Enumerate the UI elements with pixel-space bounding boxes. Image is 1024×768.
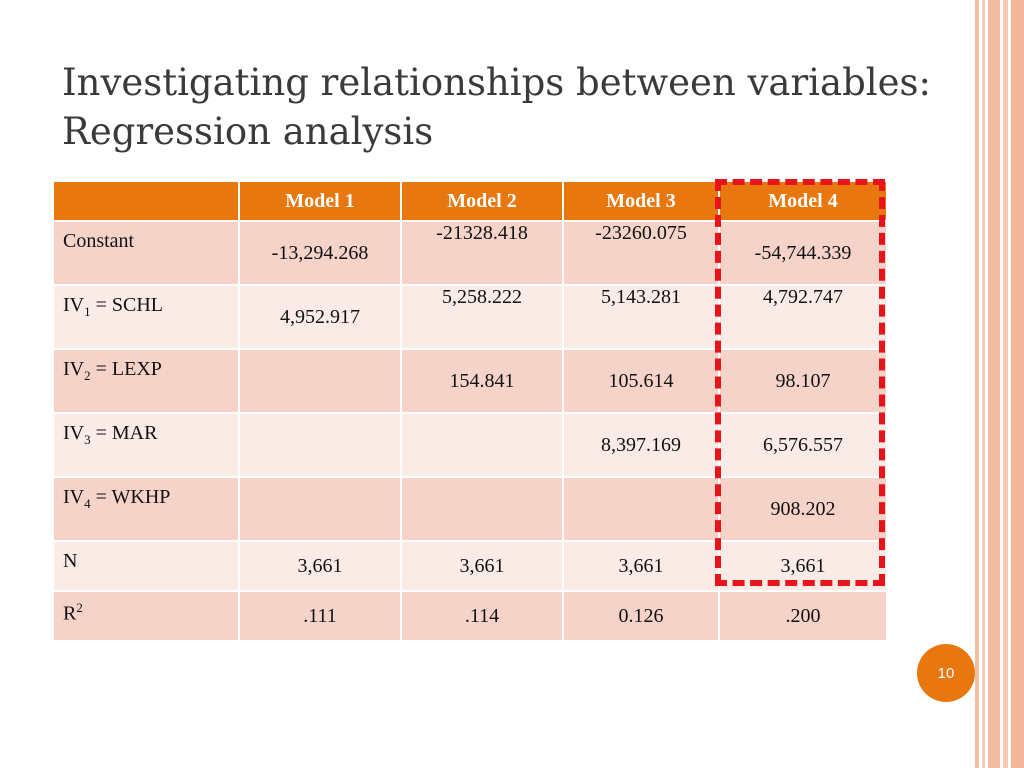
- table-cell: .114: [400, 590, 564, 642]
- table-cell: 3,661: [400, 540, 564, 592]
- table-cell: 154.841: [400, 348, 564, 414]
- table-cell: 5,143.281: [562, 284, 720, 350]
- table-cell: 4,952.917: [238, 284, 402, 350]
- row-label: N: [52, 540, 240, 592]
- table-row-r2: R2 .111 .114 0.126 .200: [52, 590, 888, 642]
- table-cell: [562, 476, 720, 542]
- header-empty-cell: [52, 180, 240, 222]
- table-row-iv1: IV1 = SCHL 4,952.917 5,258.222 5,143.281…: [52, 284, 888, 350]
- table-cell: -23260.075: [562, 220, 720, 286]
- row-label: IV3 = MAR: [52, 412, 240, 478]
- decorative-stripe: [982, 0, 985, 768]
- row-label-subscript: 4: [84, 496, 91, 511]
- row-label-subscript: 3: [84, 432, 91, 447]
- regression-table: Model 1 Model 2 Model 3 Model 4 Constant…: [52, 180, 888, 642]
- decorative-stripe: [975, 0, 979, 768]
- row-label: R2: [52, 590, 240, 642]
- table-cell: 4,792.747: [718, 284, 888, 350]
- table-row-iv2: IV2 = LEXP 154.841 105.614 98.107: [52, 348, 888, 414]
- table-cell: 105.614: [562, 348, 720, 414]
- decorative-stripe: [1011, 0, 1024, 768]
- table-cell: 5,258.222: [400, 284, 564, 350]
- row-label: IV4 = WKHP: [52, 476, 240, 542]
- table-cell: 8,397.169: [562, 412, 720, 478]
- table-cell: [400, 476, 564, 542]
- row-label-subscript: 2: [84, 368, 91, 383]
- table-cell: 908.202: [718, 476, 888, 542]
- slide-title: Investigating relationships between vari…: [62, 61, 931, 153]
- table-cell: [238, 476, 402, 542]
- decorative-stripe: [1003, 0, 1008, 768]
- row-label: IV2 = LEXP: [52, 348, 240, 414]
- row-label-suffix: = LEXP: [90, 358, 162, 380]
- decorative-stripe: [988, 0, 1000, 768]
- table-row-constant: Constant -13,294.268 -21328.418 -23260.0…: [52, 220, 888, 286]
- table-cell: [400, 412, 564, 478]
- row-label-superscript: 2: [76, 600, 83, 615]
- table-header-row: Model 1 Model 2 Model 3 Model 4: [52, 180, 888, 222]
- header-model-4: Model 4: [718, 180, 888, 222]
- row-label: IV1 = SCHL: [52, 284, 240, 350]
- row-label: Constant: [52, 220, 240, 286]
- table-cell: -13,294.268: [238, 220, 402, 286]
- table-row-n: N 3,661 3,661 3,661 3,661: [52, 540, 888, 592]
- table-cell: -21328.418: [400, 220, 564, 286]
- row-label-text: R: [63, 602, 77, 625]
- row-label-suffix: = MAR: [90, 422, 158, 444]
- row-label-subscript: 1: [84, 304, 91, 319]
- row-label-text: IV: [63, 486, 85, 508]
- header-model-3: Model 3: [562, 180, 720, 222]
- table-row-iv3: IV3 = MAR 8,397.169 6,576.557: [52, 412, 888, 478]
- header-model-2: Model 2: [400, 180, 564, 222]
- table-cell: 0.126: [562, 590, 720, 642]
- row-label-text: N: [63, 550, 78, 572]
- page-number-badge: 10: [917, 644, 975, 702]
- table-cell: 6,576.557: [718, 412, 888, 478]
- table-cell: 3,661: [238, 540, 402, 592]
- row-label-text: IV: [63, 358, 85, 380]
- model-4-highlight-box: [715, 179, 885, 586]
- table-cell: .200: [718, 590, 888, 642]
- row-label-suffix: = SCHL: [90, 294, 164, 316]
- table-cell: 3,661: [562, 540, 720, 592]
- table-cell: .111: [238, 590, 402, 642]
- table-cell: [238, 348, 402, 414]
- table-cell: 98.107: [718, 348, 888, 414]
- row-label-text: Constant: [63, 230, 135, 252]
- header-model-1: Model 1: [238, 180, 402, 222]
- table-row-iv4: IV4 = WKHP 908.202: [52, 476, 888, 542]
- row-label-text: IV: [63, 422, 85, 444]
- row-label-suffix: = WKHP: [90, 486, 171, 508]
- table-cell: [238, 412, 402, 478]
- row-label-text: IV: [63, 294, 85, 316]
